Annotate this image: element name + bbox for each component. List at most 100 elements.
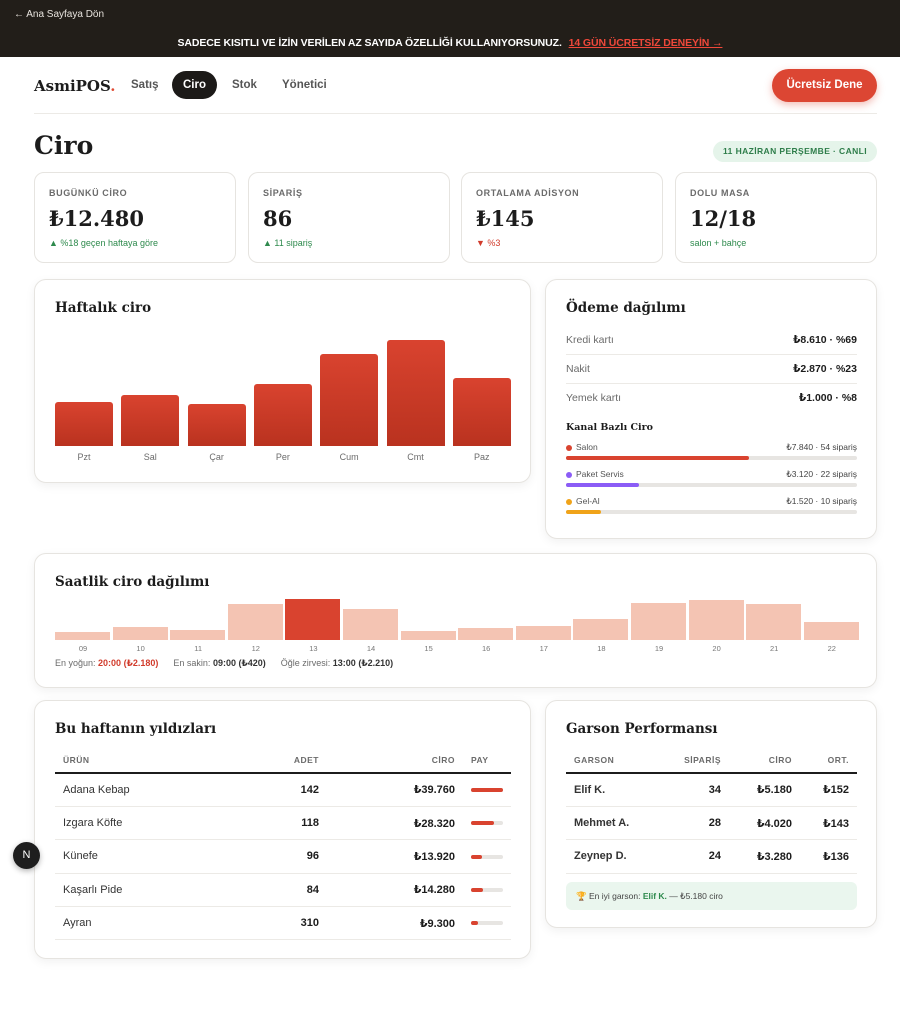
hourly-bar-18: [573, 619, 629, 640]
table-row[interactable]: Kaşarlı Pide 84 ₺14.280: [55, 873, 511, 908]
waiter-revenue: ₺3.280: [729, 839, 800, 874]
kpi-value: 12/18: [690, 206, 757, 231]
logo-text: AsmiPOS: [34, 77, 111, 95]
table-row[interactable]: Adana Kebap 142 ₺39.760: [55, 773, 511, 807]
floating-action-button[interactable]: N: [13, 842, 40, 869]
kpi-card-average-check: ORTALAMA ADİSYON ₺145 ▼ %3: [461, 172, 663, 263]
channel-color-dot: [566, 472, 572, 478]
product-revenue: ₺14.280: [327, 873, 463, 908]
nav-item-ciro[interactable]: Ciro: [172, 71, 217, 99]
waiter-title: Garson Performansı: [566, 721, 718, 737]
product-qty: 84: [225, 873, 327, 908]
weekly-bar-per: [253, 384, 312, 446]
quietest-value: 09:00 (₺420): [212, 658, 266, 668]
channel-progress-track: [566, 510, 857, 514]
product-share: [463, 873, 511, 908]
kpi-label: ORTALAMA ADİSYON: [476, 188, 580, 198]
kpi-delta: ▲ 11 sipariş: [263, 238, 313, 248]
column-header-average[interactable]: ORT.: [800, 747, 857, 774]
hourly-bar-label: 14: [366, 644, 376, 653]
channel-row-salon: Salon ₺7.840 · 54 sipariş: [566, 442, 857, 468]
free-trial-link[interactable]: 14 GÜN ÜCRETSİZ DENEYİN →: [568, 37, 723, 49]
weekly-revenue-card: Haftalık ciro Pzt Sal Çar Per Cum Cmt Paz: [34, 279, 531, 483]
column-header-revenue[interactable]: CİRO: [327, 747, 463, 774]
kpi-delta: salon + bahçe: [690, 238, 747, 248]
weekly-bar-pzt: [55, 401, 113, 446]
hourly-bar-14: [343, 608, 398, 640]
quietest-label: En sakin:: [173, 658, 211, 668]
table-header-row: GARSON SİPARİŞ CİRO ORT.: [566, 747, 857, 774]
payment-method-name: Kredi kartı: [566, 334, 614, 346]
hourly-bar-label: 15: [424, 644, 433, 653]
table-row[interactable]: Izgara Köfte 118 ₺28.320: [55, 806, 511, 841]
logo[interactable]: AsmiPOS.: [34, 77, 116, 95]
share-bar-track: [471, 821, 503, 826]
share-bar-fill: [471, 854, 483, 859]
weekly-stars-card: Bu haftanın yıldızları ÜRÜN ADET CİRO PA…: [34, 700, 531, 959]
promo-bar: ← Ana Sayfaya Dön SADECE KISITLI VE İZİN…: [0, 0, 900, 57]
payment-row-credit-card: Kredi kartı ₺8.610 · %69: [566, 326, 857, 355]
share-bar-track: [471, 788, 503, 793]
column-header-share[interactable]: PAY: [463, 747, 511, 774]
back-to-home-link[interactable]: ← Ana Sayfaya Dön: [14, 9, 105, 20]
waiter-average: ₺152: [800, 773, 857, 807]
payment-method-name: Nakit: [566, 363, 590, 375]
hourly-bar-10: [112, 627, 168, 640]
logo-dot: .: [110, 77, 116, 95]
payment-row-meal-card: Yemek kartı ₺1.000 · %8: [566, 384, 857, 413]
payment-method-name: Yemek kartı: [566, 392, 622, 404]
hourly-bar-22: [803, 621, 859, 640]
nav-item-satis[interactable]: Satış: [131, 79, 159, 91]
weekly-bar-çar: [187, 403, 246, 446]
channel-name: Gel-Al: [576, 496, 600, 506]
nav-item-yonetici[interactable]: Yönetici: [282, 79, 327, 91]
hourly-bar-17: [515, 625, 571, 640]
hourly-bar-11: [170, 629, 226, 640]
waiter-name: Mehmet A.: [566, 806, 658, 841]
hourly-bar-label: 10: [136, 644, 145, 653]
payment-row-cash: Nakit ₺2.870 · %23: [566, 355, 857, 384]
stars-table: ÜRÜN ADET CİRO PAY Adana Kebap 142 ₺39.7…: [55, 747, 511, 941]
hourly-bar-label: 18: [597, 644, 606, 653]
share-bar-track: [471, 854, 503, 859]
hourly-bar-12: [227, 603, 283, 640]
kpi-label: SİPARİŞ: [263, 188, 303, 198]
waiter-orders: 34: [658, 773, 729, 807]
product-qty: 142: [225, 773, 327, 807]
waiter-average: ₺136: [800, 839, 857, 874]
channel-name: Paket Servis: [576, 469, 624, 479]
best-waiter-suffix: — ₺5.180 ciro: [669, 891, 723, 901]
nav-item-stok[interactable]: Stok: [232, 79, 257, 91]
hourly-bar-label: 21: [770, 644, 779, 653]
column-header-waiter[interactable]: GARSON: [566, 747, 658, 774]
column-header-revenue[interactable]: CİRO: [729, 747, 800, 774]
free-trial-button[interactable]: Ücretsiz Dene: [772, 69, 877, 102]
product-name: Künefe: [55, 839, 225, 874]
hourly-chart-title: Saatlik ciro dağılımı: [55, 574, 210, 590]
kpi-label: BUGÜNKÜ CİRO: [49, 188, 128, 198]
channel-value: ₺1.520 · 10 sipariş: [786, 496, 857, 506]
table-row[interactable]: Künefe 96 ₺13.920: [55, 839, 511, 874]
column-header-orders[interactable]: SİPARİŞ: [658, 747, 729, 774]
share-bar-fill: [471, 788, 503, 793]
product-revenue: ₺9.300: [327, 906, 463, 941]
table-row[interactable]: Elif K. 34 ₺5.180 ₺152: [566, 773, 857, 807]
weekly-chart-title: Haftalık ciro: [55, 300, 152, 316]
lunch-peak-value: 13:00 (₺2.210): [332, 658, 394, 668]
payment-distribution-card: Ödeme dağılımı Kredi kartı ₺8.610 · %69 …: [545, 279, 877, 539]
hourly-revenue-card: Saatlik ciro dağılımı 09 10 11 12 13 14 15 16 17…: [34, 553, 877, 688]
channel-value: ₺3.120 · 22 sipariş: [786, 469, 857, 479]
channel-revenue-title: Kanal Bazlı Ciro: [566, 422, 654, 433]
kpi-card-today-revenue: BUGÜNKÜ CİRO ₺12.480 ▲ %18 geçen haftaya…: [34, 172, 236, 263]
page-title: Ciro: [34, 131, 94, 160]
product-name: Kaşarlı Pide: [55, 873, 225, 908]
table-row[interactable]: Ayran 310 ₺9.300: [55, 906, 511, 941]
waiter-table: GARSON SİPARİŞ CİRO ORT. Elif K. 34 ₺5.1…: [566, 747, 857, 874]
column-header-qty[interactable]: ADET: [225, 747, 327, 774]
table-row[interactable]: Zeynep D. 24 ₺3.280 ₺136: [566, 839, 857, 874]
product-revenue: ₺28.320: [327, 806, 463, 841]
kpi-label: DOLU MASA: [690, 188, 750, 198]
column-header-product[interactable]: ÜRÜN: [55, 747, 225, 774]
table-row[interactable]: Mehmet A. 28 ₺4.020 ₺143: [566, 806, 857, 841]
product-share: [463, 839, 511, 874]
